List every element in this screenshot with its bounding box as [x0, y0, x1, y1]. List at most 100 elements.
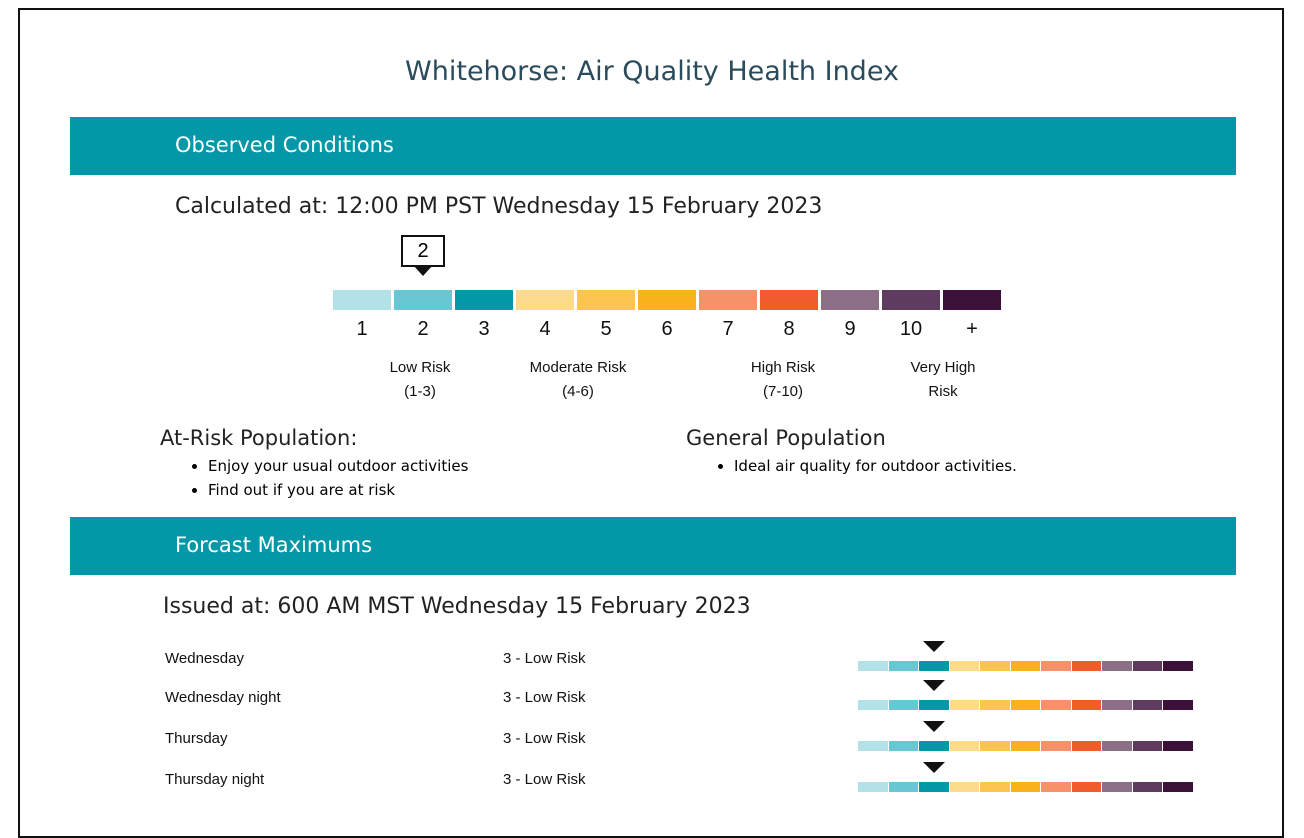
risk-range: (4-6)	[562, 383, 594, 400]
scale-label: 4	[539, 318, 551, 340]
risk-category: High Risk (7-10)	[723, 356, 843, 404]
risk-range: (1-3)	[404, 383, 436, 400]
section-title: Forcast Maximums	[175, 533, 373, 557]
forecast-value: 3 - Low Risk	[503, 689, 586, 706]
mini-segment	[1132, 782, 1162, 792]
mini-segment	[858, 782, 888, 792]
risk-name: Moderate Risk	[529, 359, 627, 376]
forecast-day: Wednesday	[165, 650, 244, 667]
mini-segment	[888, 741, 918, 751]
forecast-marker	[923, 721, 946, 732]
scale-label: 5	[600, 318, 612, 340]
mini-segment	[1010, 741, 1040, 751]
mini-segment	[919, 661, 949, 671]
risk-name: Low Risk	[389, 359, 451, 376]
forecast-day: Wednesday night	[165, 689, 281, 706]
mini-segment	[1163, 741, 1193, 751]
general-list: Ideal air quality for outdoor activities…	[686, 454, 1017, 478]
scale-label: 8	[783, 318, 795, 340]
mini-segment	[1010, 782, 1040, 792]
scale-segment	[394, 290, 452, 310]
section-header: Forcast Maximums	[70, 517, 1236, 575]
mini-segment	[1163, 700, 1193, 710]
at-risk-heading: At-Risk Population:	[160, 426, 358, 450]
scale-segment	[760, 290, 818, 310]
scale-segment	[821, 290, 879, 310]
mini-segment	[1163, 661, 1193, 671]
scale-segment	[943, 290, 1001, 310]
mini-segment	[980, 741, 1010, 751]
forecast-marker	[923, 641, 946, 652]
forecast-value: 3 - Low Risk	[503, 650, 586, 667]
forecast-marker	[923, 680, 946, 691]
mini-segment	[980, 782, 1010, 792]
scale-label: 9	[844, 318, 856, 340]
mini-segment	[1102, 782, 1132, 792]
scale-segment	[516, 290, 574, 310]
risk-category: Very High Risk	[883, 356, 1003, 404]
mini-segment	[919, 700, 949, 710]
scale-segment	[699, 290, 757, 310]
scale-segment	[455, 290, 513, 310]
issued-time: Issued at: 600 AM MST Wednesday 15 Febru…	[163, 594, 751, 619]
forecast-marker	[923, 762, 946, 773]
forecast-day: Thursday night	[165, 771, 265, 788]
mini-segment	[1102, 741, 1132, 751]
scale-label: 2	[417, 318, 429, 340]
scale-label: 7	[722, 318, 734, 340]
scale-label: 10	[899, 318, 923, 340]
risk-name: High Risk	[750, 359, 816, 376]
marker-box: 2	[401, 235, 445, 267]
risk-category: Moderate Risk (4-6)	[518, 356, 638, 404]
mini-segment	[1163, 782, 1193, 792]
mini-segment	[1071, 741, 1101, 751]
mini-segment	[888, 661, 918, 671]
scale-label: 6	[661, 318, 673, 340]
mini-segment	[1102, 700, 1132, 710]
mini-segment	[1010, 661, 1040, 671]
mini-segment	[858, 661, 888, 671]
page-title: Whitehorse: Air Quality Health Index	[405, 56, 899, 87]
mini-segment	[949, 782, 979, 792]
scale-segment	[577, 290, 635, 310]
mini-segment	[1071, 700, 1101, 710]
mini-segment	[919, 741, 949, 751]
forecast-value: 3 - Low Risk	[503, 771, 586, 788]
mini-segment	[858, 741, 888, 751]
mini-segment	[1132, 700, 1162, 710]
scale-segment	[333, 290, 391, 310]
scale-label: 1	[356, 318, 368, 340]
mini-segment	[1132, 741, 1162, 751]
risk-range: (7-10)	[762, 383, 803, 400]
mini-segment	[919, 782, 949, 792]
mini-segment	[949, 700, 979, 710]
scale-label: 3	[478, 318, 490, 340]
bullet-item: Enjoy your usual outdoor activities	[208, 454, 468, 478]
section-title: Observed Conditions	[175, 133, 394, 157]
general-heading: General Population	[686, 426, 886, 450]
mini-segment	[1102, 661, 1132, 671]
mini-segment	[980, 700, 1010, 710]
mini-segment	[980, 661, 1010, 671]
mini-segment	[858, 700, 888, 710]
bullet-item: Ideal air quality for outdoor activities…	[734, 454, 1017, 478]
at-risk-list: Enjoy your usual outdoor activitiesFind …	[160, 454, 468, 502]
mini-segment	[1071, 782, 1101, 792]
section-header: Observed Conditions	[70, 117, 1236, 175]
mini-segment	[888, 700, 918, 710]
mini-segment	[1041, 741, 1071, 751]
mini-segment	[1010, 700, 1040, 710]
marker-arrow	[413, 265, 433, 276]
mini-segment	[1041, 661, 1071, 671]
scale-segment	[638, 290, 696, 310]
mini-segment	[949, 741, 979, 751]
mini-segment	[949, 661, 979, 671]
bullet-item: Find out if you are at risk	[208, 478, 468, 502]
mini-segment	[1041, 782, 1071, 792]
mini-segment	[1041, 700, 1071, 710]
forecast-value: 3 - Low Risk	[503, 730, 586, 747]
mini-segment	[888, 782, 918, 792]
current-marker: 2	[401, 235, 445, 279]
risk-category: Low Risk (1-3)	[360, 356, 480, 404]
